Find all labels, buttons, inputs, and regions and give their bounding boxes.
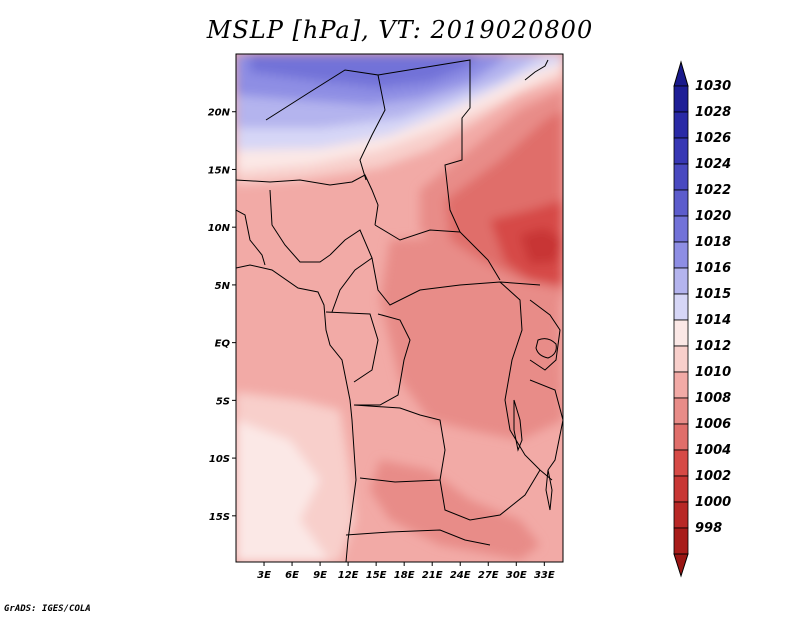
lon-tick-label: 21E: [422, 570, 443, 581]
lat-tick-label: 20N: [208, 108, 231, 119]
colorbar-label: 1006: [695, 417, 731, 432]
lat-tick-label: 10S: [209, 454, 230, 465]
lat-tick-label: EQ: [215, 339, 231, 350]
lat-tick-label: 5N: [215, 281, 231, 292]
border-zambia: [439, 469, 541, 521]
border-chad-car: [374, 224, 461, 241]
colorbar-swatch: [673, 527, 689, 555]
colorbar-label: 1018: [695, 235, 731, 250]
border-gabon: [325, 311, 379, 383]
field-1002-ne: [520, 228, 562, 264]
colorbar-swatch: [673, 241, 689, 269]
colorbar-label: 1028: [695, 105, 731, 120]
colorbar-label: 1016: [695, 261, 731, 276]
lon-tick-label: 6E: [285, 570, 299, 581]
border-sahel: [236, 174, 379, 226]
colorbar-swatch: [673, 189, 689, 217]
colorbar-swatch: [673, 215, 689, 243]
colorbar-label: 1000: [695, 495, 731, 510]
colorbar-label: 1002: [695, 469, 731, 484]
colorbar-swatch: [673, 163, 689, 191]
latitude-axis: 20N 15N 10N 5N EQ 5S 10S 15S: [208, 108, 236, 523]
lon-tick-label: 12E: [338, 570, 359, 581]
colorbar-label: 1010: [695, 365, 731, 380]
lon-tick-label: 9E: [313, 570, 327, 581]
colorbar-swatch: [673, 423, 689, 451]
lake-victoria: [535, 338, 557, 359]
colorbar-label: 1026: [695, 131, 731, 146]
lon-tick-label: 3E: [257, 570, 271, 581]
border-uganda-kenya: [529, 299, 561, 371]
border-westafrica: [236, 209, 266, 266]
chart-title: MSLP [hPa], VT: 2019020800: [206, 16, 594, 44]
colorbar-top-arrow: [673, 60, 689, 87]
lon-tick-label: 15E: [366, 570, 387, 581]
colorbar-label: 1024: [695, 157, 731, 172]
colorbar-swatch: [673, 111, 689, 139]
border-tanzania: [529, 379, 563, 471]
lon-tick-label: 24E: [450, 570, 471, 581]
colorbar-label: 1022: [695, 183, 731, 198]
lon-tick-label: 18E: [394, 570, 415, 581]
coast-redsea: [524, 59, 549, 81]
colorbar-label: 1004: [695, 443, 731, 458]
lon-tick-label: 27E: [478, 570, 499, 581]
colorbar-label: 1008: [695, 391, 731, 406]
border-nigeria: [269, 189, 331, 263]
grads-credit: GrADS: IGES/COLA: [4, 604, 91, 614]
colorbar-swatch: [673, 449, 689, 477]
map-frame: [235, 53, 564, 563]
colorbar-swatch: [673, 85, 689, 113]
border-namibia: [345, 529, 491, 546]
longitude-axis: 3E 6E 9E 12E 15E 18E 21E 24E 27E 30E 33E: [257, 562, 555, 581]
lake-malawi: [545, 469, 553, 511]
border-angola-north: [353, 404, 446, 483]
colorbar-swatch: [673, 319, 689, 347]
colorbar-bottom-arrow: [673, 553, 689, 578]
border-cameroon: [329, 229, 373, 313]
lat-tick-label: 10N: [208, 223, 231, 234]
coastline-west: [236, 264, 357, 562]
colorbar-swatch: [673, 397, 689, 425]
colorbar-label: 998: [695, 521, 722, 536]
colorbar-swatch: [673, 293, 689, 321]
lake-tanganyika: [513, 399, 523, 452]
border-egypt-sudan: [377, 59, 501, 281]
colorbar-label: 1012: [695, 339, 731, 354]
field-1020-north: [250, 54, 480, 88]
field-1008-angola: [370, 460, 540, 560]
colorbar: 1030 1028 1026 1024 1022 1020 1018 1016 1015 1014…: [673, 60, 731, 578]
colorbar-swatch: [673, 371, 689, 399]
colorbar-label: 1015: [695, 287, 731, 302]
border-drc-east: [499, 281, 553, 481]
colorbar-swatch: [673, 267, 689, 295]
border-libya: [265, 69, 386, 181]
colorbar-label: 1030: [695, 79, 731, 94]
colorbar-swatch: [673, 501, 689, 529]
lat-tick-label: 5S: [216, 396, 230, 407]
country-borders: [236, 59, 563, 562]
pressure-field: [236, 54, 563, 562]
border-congo-drc: [354, 313, 411, 406]
colorbar-swatch: [673, 345, 689, 373]
lat-tick-label: 15N: [208, 165, 231, 176]
lon-tick-label: 30E: [506, 570, 527, 581]
colorbar-swatch: [673, 475, 689, 503]
lat-tick-label: 15S: [209, 512, 230, 523]
lon-tick-label: 33E: [534, 570, 555, 581]
colorbar-label: 1020: [695, 209, 731, 224]
field-1014-sw: [236, 420, 330, 562]
colorbar-swatch: [673, 137, 689, 165]
colorbar-label: 1014: [695, 313, 731, 328]
